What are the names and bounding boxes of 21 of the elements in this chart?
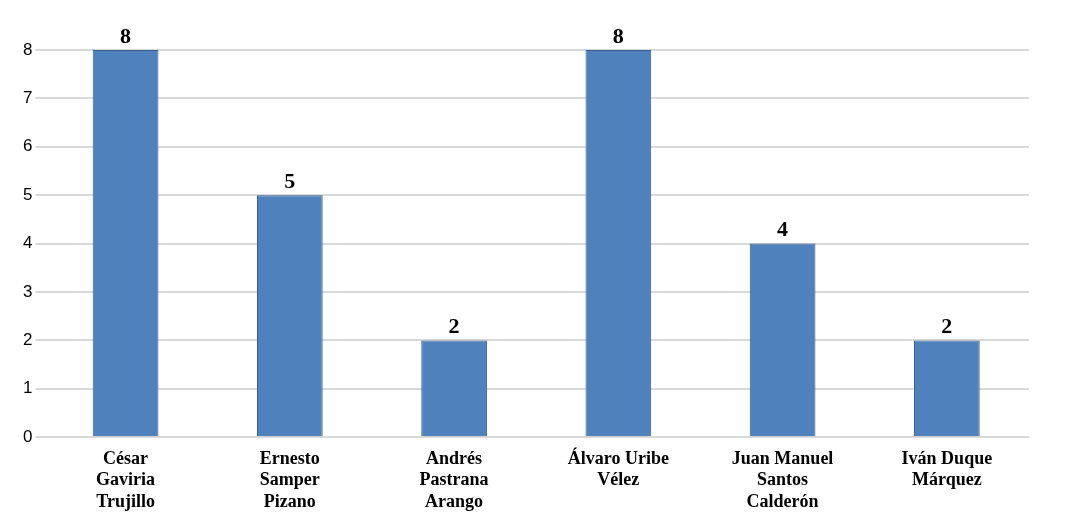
data-label: 5 (284, 167, 296, 193)
y-tick-label: 7 (22, 88, 33, 108)
y-tick-label: 0 (22, 426, 33, 446)
y-tick-label: 1 (22, 378, 33, 398)
y-tick-label: 6 (22, 136, 33, 156)
x-tick-label: Ernesto Samper Pizano (259, 447, 320, 511)
data-label: 2 (448, 313, 460, 339)
x-tick-label: César Gaviria Trujillo (96, 447, 156, 511)
x-tick-label: Álvaro Uribe Vélez (567, 446, 669, 490)
x-tick-label: Andrés Pastrana Arango (419, 447, 489, 511)
y-tick-label: 3 (22, 281, 33, 301)
data-label: 8 (120, 22, 132, 48)
x-tick-label: Iván Duque Márquez (901, 447, 993, 490)
x-tick-label: Juan Manuel Santos Calderón (731, 447, 834, 511)
data-label: 2 (941, 313, 953, 339)
y-tick-label: 4 (22, 233, 33, 253)
data-label: 4 (777, 216, 789, 242)
data-label: 8 (612, 22, 624, 48)
y-tick-label: 5 (22, 184, 33, 204)
y-tick-label: 2 (22, 330, 33, 350)
y-tick-label: 8 (22, 39, 33, 59)
